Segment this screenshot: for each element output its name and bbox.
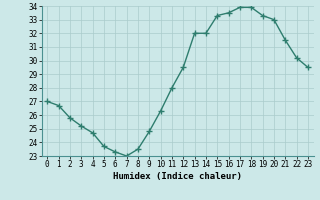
X-axis label: Humidex (Indice chaleur): Humidex (Indice chaleur) xyxy=(113,172,242,181)
